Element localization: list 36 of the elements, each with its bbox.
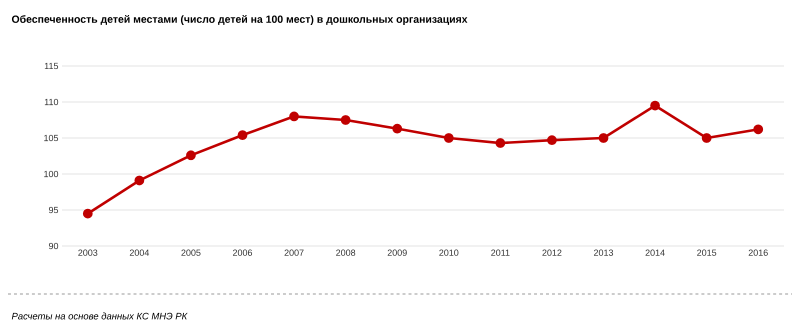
x-tick-label: 2016 — [748, 250, 768, 256]
x-tick-label: 2009 — [388, 250, 407, 256]
point — [289, 112, 299, 122]
point — [598, 133, 608, 143]
point — [340, 115, 351, 125]
x-tick-label: 2014 — [646, 250, 665, 256]
point — [753, 124, 764, 134]
x-tick-label: 2007 — [284, 250, 304, 256]
point — [134, 176, 144, 186]
point — [238, 130, 248, 140]
x-tick-label: 2010 — [439, 250, 458, 256]
x-tick-label: 2015 — [697, 250, 716, 256]
point — [495, 138, 506, 148]
y-tick-label: 115 — [44, 62, 58, 70]
point — [186, 150, 196, 160]
x-tick-label: 2004 — [130, 250, 150, 256]
x-tick-label: 2005 — [181, 250, 201, 256]
x-tick-label: 2008 — [336, 250, 356, 256]
x-tick-label: 2012 — [542, 250, 562, 256]
point — [650, 100, 660, 110]
point — [444, 133, 454, 143]
point — [82, 208, 93, 218]
text: Расчеты на основе данных КС МНЭ РК — [12, 312, 188, 320]
x-tick-label: 2011 — [491, 250, 510, 256]
point — [547, 135, 557, 146]
y-tick-label: 95 — [48, 206, 58, 214]
x-tick-label: 2003 — [78, 250, 98, 256]
point — [702, 133, 712, 143]
x-tick-label: 2006 — [232, 250, 252, 256]
y-tick-label: 100 — [44, 170, 58, 178]
chart-title: Обеспеченность детей местами (число детей на 100 мест) в дошкольных организациях — [12, 15, 468, 25]
x-tick-label: 2013 — [594, 250, 614, 256]
y-tick-label: 90 — [48, 242, 58, 250]
y-tick-label: 110 — [44, 98, 58, 106]
y-tick-label: 105 — [44, 134, 58, 142]
point — [392, 124, 402, 134]
